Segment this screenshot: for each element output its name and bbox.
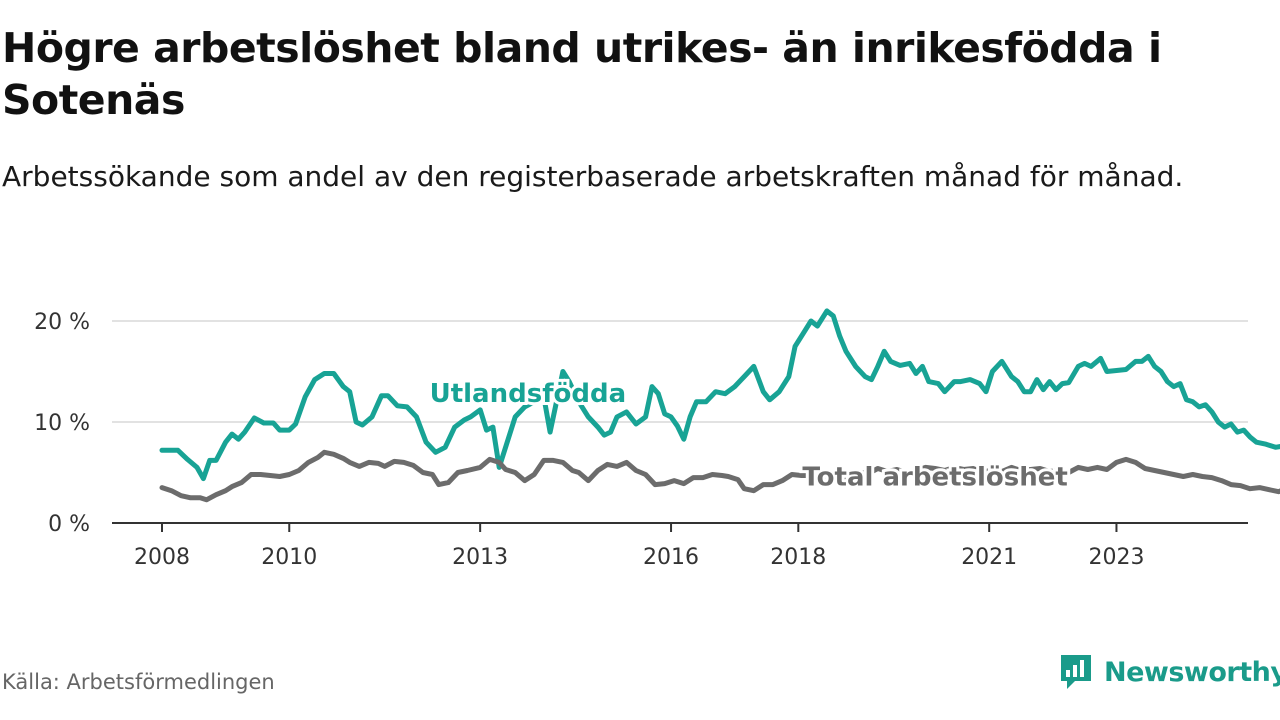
newsworthy-logo-icon bbox=[1061, 655, 1091, 689]
brand-logo: Newsworthy bbox=[1058, 652, 1280, 692]
x-tick-label: 2008 bbox=[134, 545, 190, 570]
x-tick-label: 2023 bbox=[1088, 545, 1144, 570]
series-line-total bbox=[159, 449, 1280, 503]
x-tick-label: 2021 bbox=[961, 545, 1017, 570]
series-lines bbox=[159, 308, 1280, 503]
chart-title: Högre arbetslöshet bland utrikes- än inr… bbox=[2, 24, 1162, 124]
chart-subtitle: Arbetssökande som andel av den registerb… bbox=[2, 160, 1184, 193]
y-tick-label: 20 % bbox=[34, 310, 90, 335]
x-tick-label: 2018 bbox=[770, 545, 826, 570]
gridlines: 0 % 10 % 20 % bbox=[34, 310, 1248, 537]
x-axis: 2008 2010 2013 2016 2018 2021 2023 bbox=[112, 522, 1248, 570]
source-note: Källa: Arbetsförmedlingen bbox=[2, 670, 275, 694]
series-annotation: Utlandsfödda bbox=[430, 379, 627, 409]
x-tick-label: 2010 bbox=[261, 545, 317, 570]
series-annotation: Total arbetslöshet bbox=[802, 463, 1067, 493]
x-tick-label: 2013 bbox=[452, 545, 508, 570]
series-line-utlandsfodda bbox=[159, 308, 1280, 482]
x-tick-label: 2016 bbox=[643, 545, 699, 570]
brand-name: Newsworthy bbox=[1104, 656, 1280, 688]
y-tick-label: 0 % bbox=[48, 512, 90, 537]
y-tick-label: 10 % bbox=[34, 411, 90, 436]
